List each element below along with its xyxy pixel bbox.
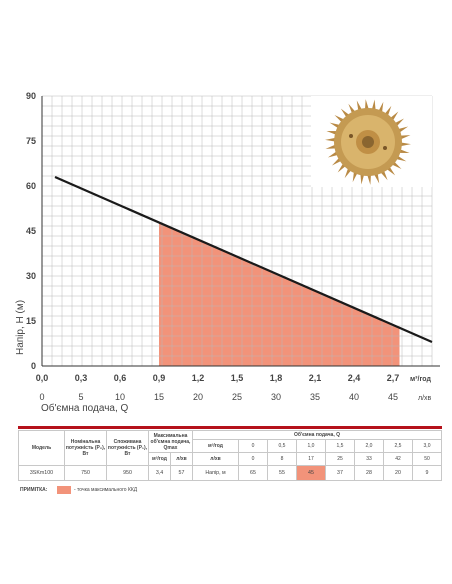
x-axis-unit: м³/год xyxy=(410,376,431,383)
x-tick-label: 1,2 xyxy=(192,373,205,383)
cell-head-6: 9 xyxy=(411,465,443,481)
y-tick-label: 90 xyxy=(26,91,36,101)
head-curve xyxy=(54,175,433,344)
header-flow: Об'ємна подача, Q xyxy=(191,430,443,440)
flow-lpm-0: 0 xyxy=(238,452,268,466)
impeller-photo xyxy=(311,96,432,187)
table-top-rule xyxy=(18,426,442,429)
x-tick-label: 2,1 xyxy=(309,373,322,383)
x-tick-label: 1,8 xyxy=(270,373,283,383)
y-tick-label: 45 xyxy=(26,226,36,236)
flow-lpm-1: 8 xyxy=(267,452,297,466)
flow-m3-6: 3,0 xyxy=(411,439,443,453)
cell-qmax-m3: 3,4 xyxy=(148,465,171,481)
y-tick-label: 75 xyxy=(26,136,36,146)
x-tick-label: 2,4 xyxy=(348,373,361,383)
flow-m3-0: 0 xyxy=(238,439,268,453)
header-nominal-power: Номінальна потужність (P₂), Вт xyxy=(64,430,107,466)
flow-m3-3: 1,5 xyxy=(325,439,355,453)
x-axis-title: Об'ємна подача, Q xyxy=(41,402,129,414)
flow-m3-5: 2,5 xyxy=(383,439,413,453)
x-tick-label: 1,5 xyxy=(231,373,244,383)
cell-consumed: 950 xyxy=(106,465,149,481)
note-label: ПРИМІТКА: xyxy=(20,487,48,493)
x2-axis-unit: л/хв xyxy=(418,395,432,402)
header-max-flow: Максимальна об'ємна подача, Qmax xyxy=(148,430,193,453)
header-model: Модель xyxy=(18,430,65,466)
note-swatch xyxy=(57,486,71,494)
x2-tick-label: 30 xyxy=(271,392,281,402)
cell-head-2: 45 xyxy=(296,465,326,481)
chart-axes xyxy=(41,96,440,367)
cell-qmax-lpm: 57 xyxy=(170,465,193,481)
max-efficiency-region xyxy=(159,222,400,366)
chart-tick-labels: 0 15 30 45 60 75 90 0,0 0,3 0,6 0,9 1,2 1,5 1,8 2,1 2,4… xyxy=(26,91,399,402)
cell-head-0: 65 xyxy=(238,465,268,481)
y-tick-label: 15 xyxy=(26,316,36,326)
x2-tick-label: 25 xyxy=(232,392,242,402)
unit-lpm-row: л/хв xyxy=(192,452,239,466)
x-tick-label: 0,9 xyxy=(153,373,166,383)
note-text: - точка максимального ККД xyxy=(74,487,138,493)
flow-lpm-2: 17 xyxy=(296,452,326,466)
x2-tick-label: 0 xyxy=(39,392,44,402)
flow-m3-2: 1,0 xyxy=(296,439,326,453)
y-tick-label: 30 xyxy=(26,271,36,281)
x2-tick-label: 35 xyxy=(310,392,320,402)
cell-head-1: 55 xyxy=(267,465,297,481)
flow-lpm-3: 25 xyxy=(325,452,355,466)
chart-series xyxy=(54,175,433,344)
cell-head-3: 37 xyxy=(325,465,355,481)
x2-tick-label: 15 xyxy=(154,392,164,402)
header-consumed-power: Споживана потужність (P₁), Вт xyxy=(106,430,149,466)
cell-head-5: 20 xyxy=(383,465,413,481)
x-tick-label: 0,6 xyxy=(114,373,127,383)
x2-tick-label: 10 xyxy=(115,392,125,402)
y-axis-title: Напір, H (м) xyxy=(15,300,26,355)
unit-lpm: л/хв xyxy=(170,452,193,466)
pump-performance-chart: 0 15 30 45 60 75 90 0,0 0,3 0,6 0,9 1,2 1,5 1,8 2,1 2,4… xyxy=(15,91,440,414)
x2-tick-label: 5 xyxy=(78,392,83,402)
flow-m3-4: 2,0 xyxy=(354,439,384,453)
y-tick-label: 60 xyxy=(26,181,36,191)
x-tick-label: 0,0 xyxy=(36,373,49,383)
flow-lpm-5: 42 xyxy=(383,452,413,466)
x-tick-label: 0,3 xyxy=(75,373,88,383)
unit-m3-row: м³/год xyxy=(192,439,239,453)
highlight-area xyxy=(159,222,400,366)
x2-tick-label: 20 xyxy=(193,392,203,402)
x2-tick-label: 45 xyxy=(388,392,398,402)
y-tick-label: 0 xyxy=(31,361,36,371)
x2-tick-label: 40 xyxy=(349,392,359,402)
unit-m3: м³/год xyxy=(148,452,171,466)
cell-head-label: Напір, м xyxy=(192,465,239,481)
pump-spec-table: Модель Номінальна потужність (P₂), Вт Сп… xyxy=(18,430,443,481)
x-tick-label: 2,7 xyxy=(387,373,400,383)
flow-m3-1: 0,5 xyxy=(267,439,297,453)
cell-nominal: 750 xyxy=(64,465,107,481)
flow-lpm-4: 33 xyxy=(354,452,384,466)
flow-lpm-6: 50 xyxy=(411,452,443,466)
cell-model: 3SKm100 xyxy=(18,465,65,481)
cell-head-4: 28 xyxy=(354,465,384,481)
